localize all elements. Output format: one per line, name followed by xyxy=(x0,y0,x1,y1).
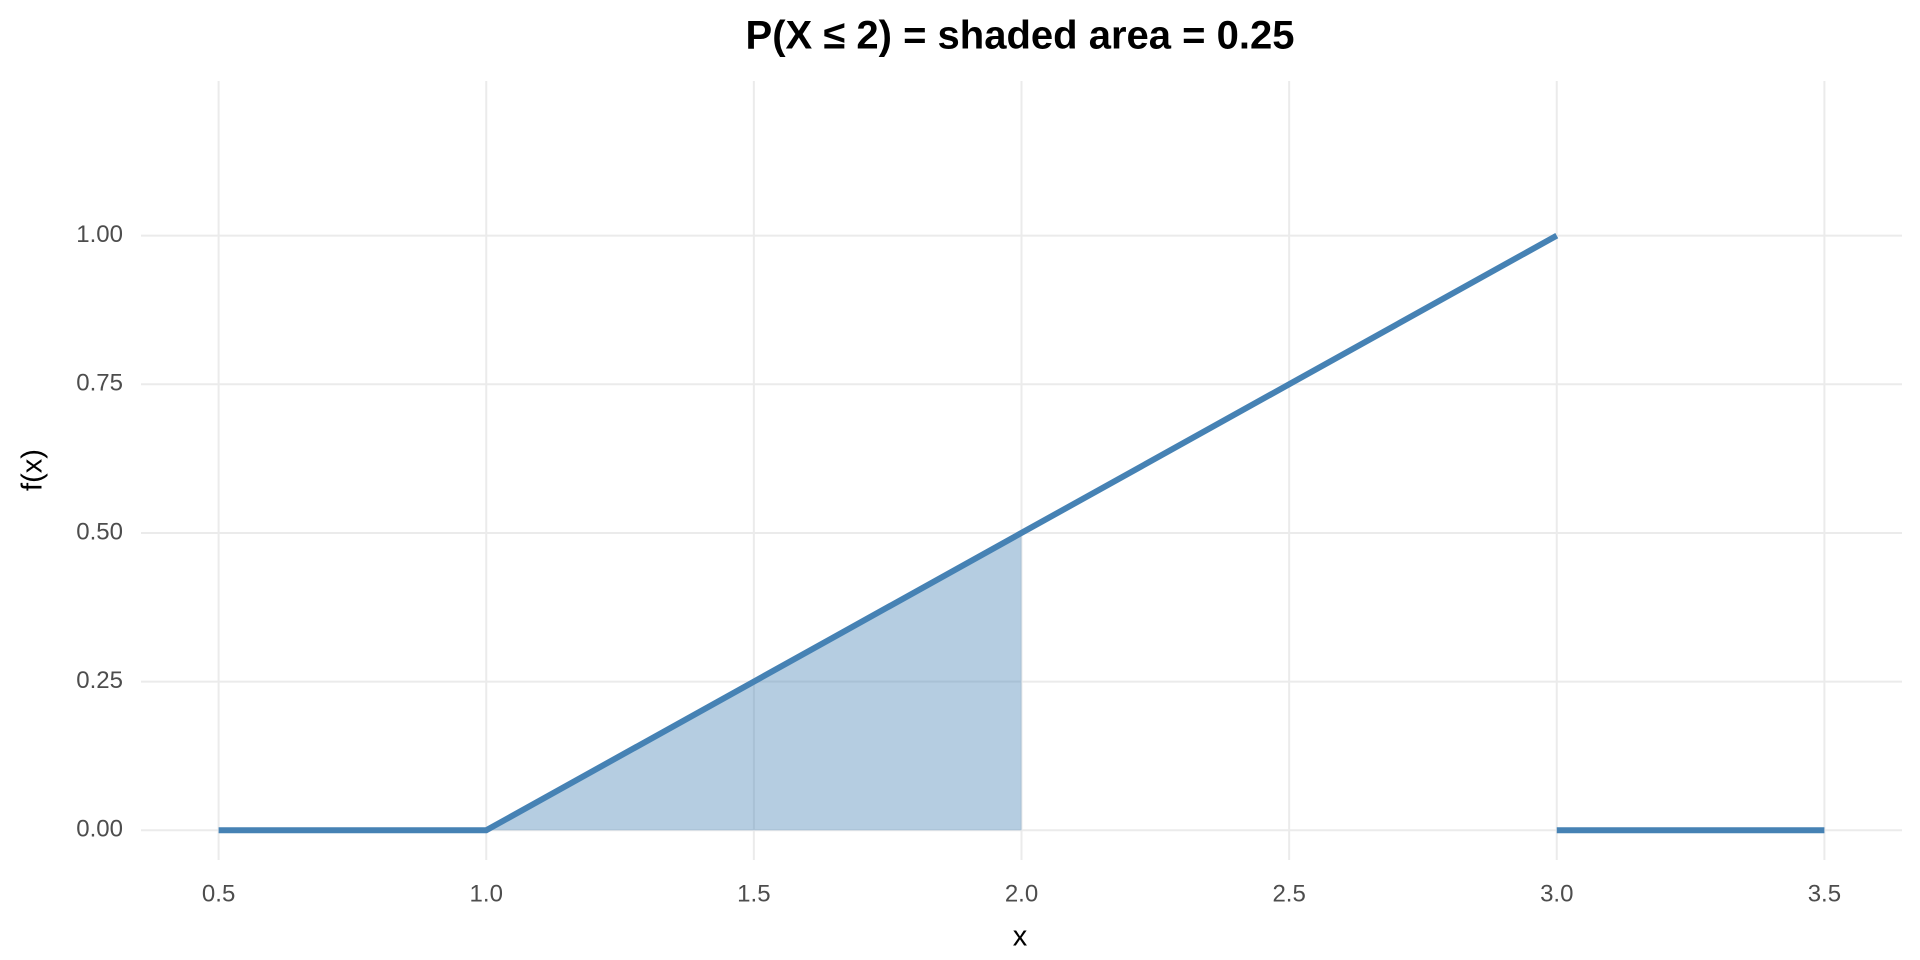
x-tick-label: 3.5 xyxy=(1808,880,1841,907)
y-tick-label: 0.50 xyxy=(76,518,123,545)
y-tick-label: 1.00 xyxy=(76,221,123,248)
x-tick-label: 2.0 xyxy=(1005,880,1038,907)
x-tick-label: 1.0 xyxy=(470,880,503,907)
x-tick-label: 2.5 xyxy=(1272,880,1305,907)
y-tick-label: 0.25 xyxy=(76,667,123,694)
y-tick-label: 0.00 xyxy=(76,816,123,843)
density-line xyxy=(218,232,1825,834)
x-axis-label: x xyxy=(1013,921,1028,953)
x-tick-label: 1.5 xyxy=(737,880,770,907)
y-tick-label: 0.75 xyxy=(76,370,123,397)
x-tick-label: 0.5 xyxy=(202,880,235,907)
y-axis-label: f(x) xyxy=(17,449,49,491)
x-tick-label: 3.0 xyxy=(1540,880,1573,907)
chart-title: P(X ≤ 2) = shaded area = 0.25 xyxy=(746,14,1295,58)
